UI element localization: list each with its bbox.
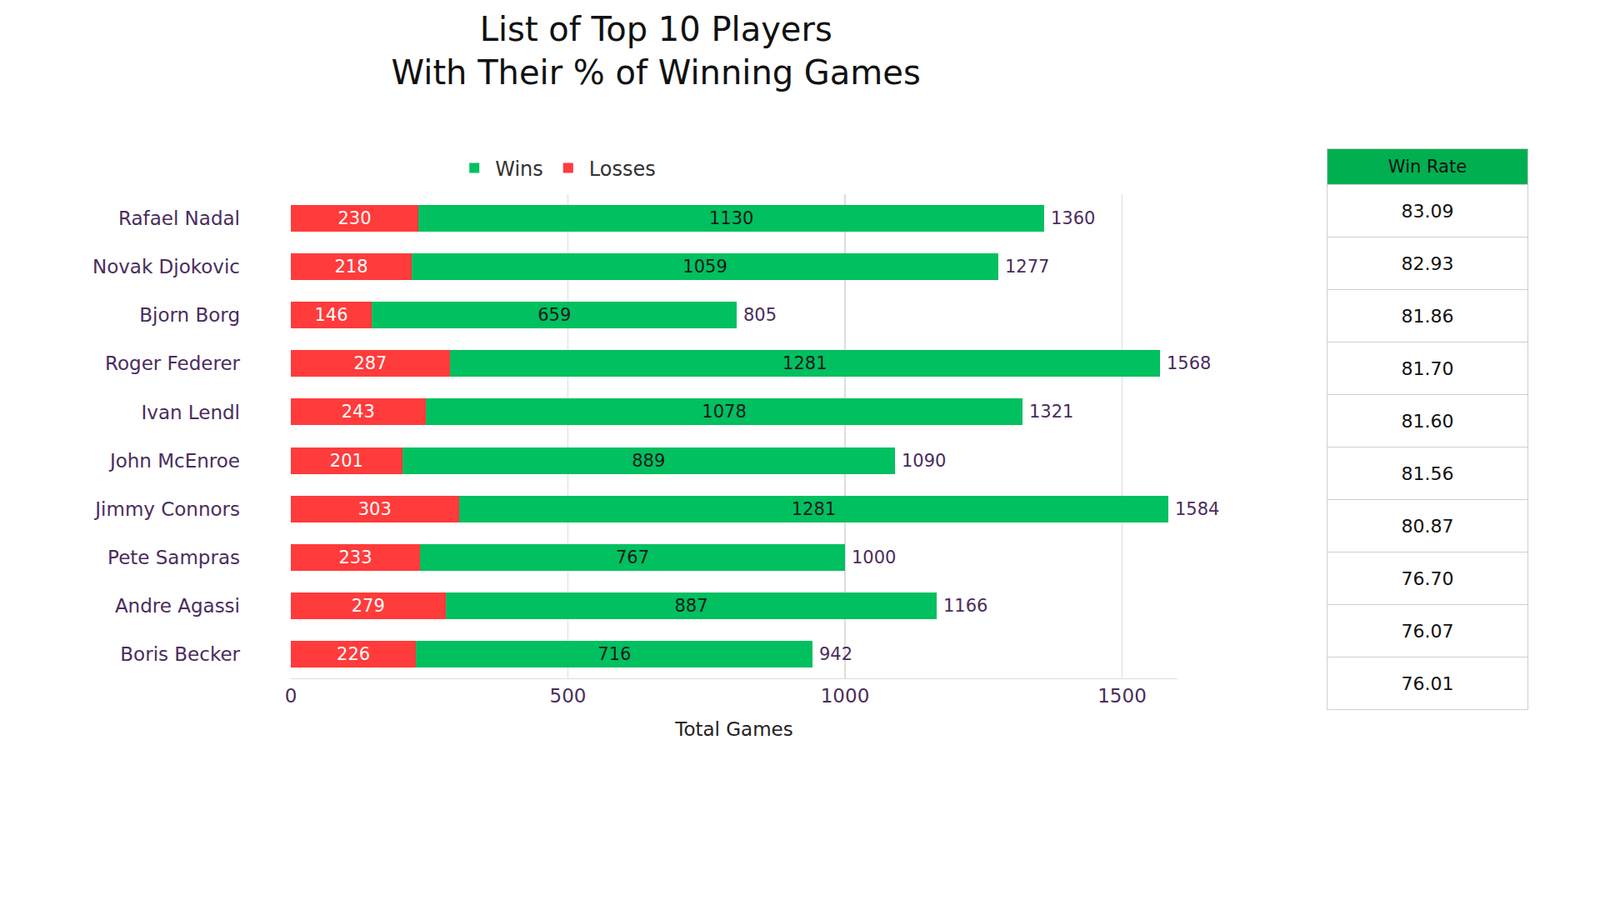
svg-text:1000: 1000 [820, 685, 870, 707]
svg-text:1000: 1000 [851, 547, 896, 568]
svg-text:1360: 1360 [1050, 208, 1095, 229]
svg-text:767: 767 [615, 547, 650, 568]
html-text:80.87: 80.87 [1401, 515, 1454, 537]
svg-text:Pete Sampras: Pete Sampras [107, 546, 240, 569]
svg-text:Boris Becker: Boris Becker [120, 643, 240, 665]
html-text:81.70: 81.70 [1401, 357, 1454, 379]
svg-text:0: 0 [285, 685, 298, 707]
html-text:83.09: 83.09 [1401, 200, 1454, 222]
svg-text:233: 233 [338, 547, 372, 568]
html-text:76.01: 76.01 [1401, 672, 1454, 694]
svg-text:Novak Djokovic: Novak Djokovic [92, 255, 240, 278]
svg-text:1130: 1130 [709, 208, 754, 229]
svg-text:1090: 1090 [901, 450, 946, 471]
svg-text:659: 659 [537, 305, 571, 325]
html-text:81.56: 81.56 [1401, 462, 1454, 484]
svg-text:1281: 1281 [791, 499, 836, 520]
html-text:76.70: 76.70 [1401, 567, 1454, 589]
svg-text:287: 287 [353, 353, 387, 374]
svg-text:226: 226 [336, 644, 370, 665]
html-text:81.60: 81.60 [1401, 410, 1454, 432]
html-text:82.93: 82.93 [1401, 252, 1454, 274]
svg-text:List of Top 10 PlayersWith The: List of Top 10 PlayersWith Their % of Wi… [391, 10, 921, 92]
svg-text:Bjorn Borg: Bjorn Borg [139, 304, 240, 326]
svg-text:Total Games: Total Games [674, 718, 793, 740]
svg-text:Ivan Lendl: Ivan Lendl [140, 401, 240, 424]
svg-text:303: 303 [358, 499, 392, 520]
svg-text:500: 500 [550, 685, 587, 707]
svg-text:John McEnroe: John McEnroe [108, 450, 240, 472]
svg-text:942: 942 [819, 644, 853, 665]
svg-text:218: 218 [334, 256, 368, 277]
svg-text:1321: 1321 [1029, 401, 1074, 422]
html-text:81.86: 81.86 [1401, 305, 1454, 327]
svg-text:1500: 1500 [1097, 685, 1147, 707]
svg-text:1281: 1281 [782, 353, 827, 374]
svg-text:243: 243 [341, 401, 375, 422]
svg-text:805: 805 [743, 305, 777, 325]
svg-text:1568: 1568 [1166, 353, 1211, 374]
svg-text:230: 230 [337, 208, 371, 229]
svg-text:1059: 1059 [682, 256, 727, 277]
svg-text:Losses: Losses [589, 157, 656, 181]
svg-text:887: 887 [674, 595, 708, 616]
svg-text:Jimmy Connors: Jimmy Connors [93, 498, 240, 520]
svg-text:146: 146 [314, 305, 348, 325]
svg-text:1166: 1166 [943, 595, 988, 616]
svg-text:201: 201 [330, 450, 364, 471]
svg-text:Roger Federer: Roger Federer [105, 352, 241, 375]
svg-text:279: 279 [351, 595, 385, 616]
svg-text:889: 889 [631, 450, 665, 471]
html-text:Win Rate: Win Rate [1388, 156, 1467, 177]
svg-text:Wins: Wins [495, 157, 544, 181]
svg-text:1277: 1277 [1005, 256, 1050, 277]
svg-text:Rafael Nadal: Rafael Nadal [118, 207, 240, 230]
html-text:76.07: 76.07 [1401, 620, 1454, 642]
svg-text:1078: 1078 [701, 401, 746, 422]
svg-text:1584: 1584 [1175, 499, 1220, 520]
svg-text:Andre Agassi: Andre Agassi [115, 595, 240, 617]
svg-text:716: 716 [597, 644, 631, 665]
